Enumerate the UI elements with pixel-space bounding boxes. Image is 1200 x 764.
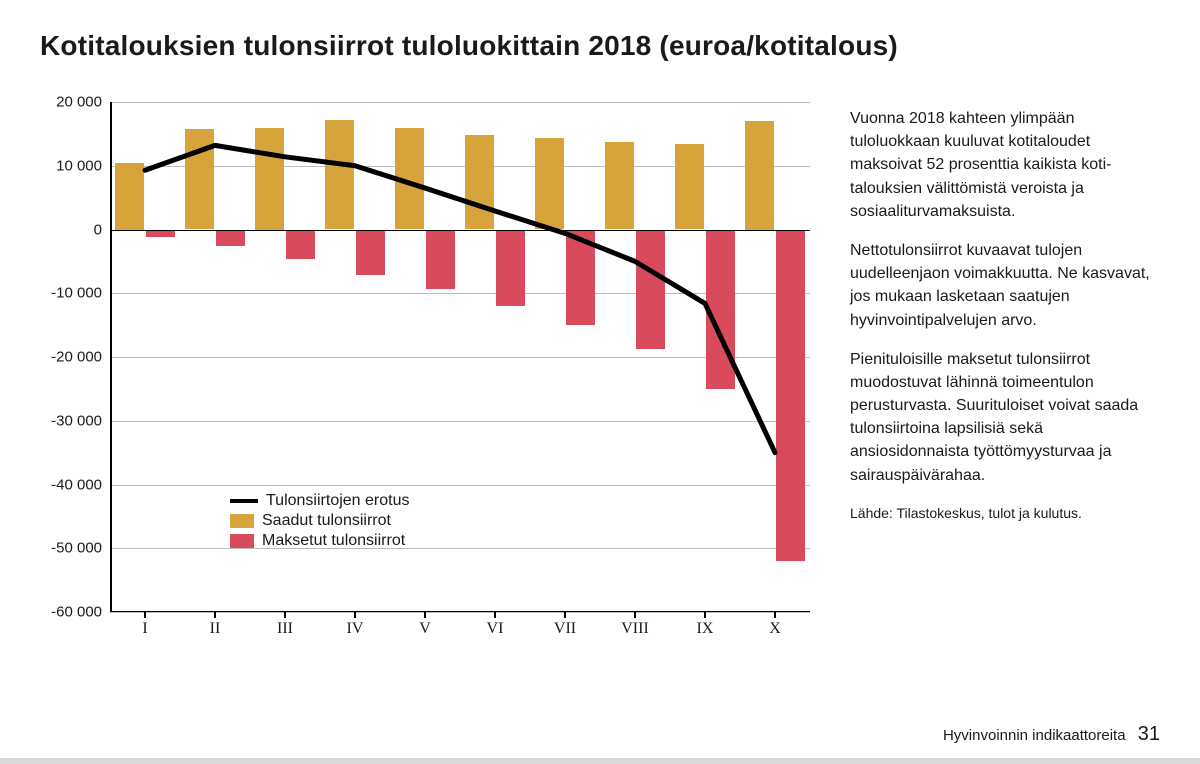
legend-label: Maksetut tulonsiirrot xyxy=(262,532,405,550)
y-tick-label: 20 000 xyxy=(56,94,110,111)
y-tick-label: -40 000 xyxy=(51,476,110,493)
y-tick-label: -10 000 xyxy=(51,285,110,302)
y-tick-label: -60 000 xyxy=(51,604,110,621)
x-tick-mark xyxy=(564,612,566,618)
y-tick-label: 10 000 xyxy=(56,157,110,174)
difference-line xyxy=(145,145,775,452)
legend-swatch-received xyxy=(230,514,254,528)
y-tick-label: -20 000 xyxy=(51,349,110,366)
sidebar-paragraph-3: Pienituloisille maksetut tulonsiirrot mu… xyxy=(850,348,1160,487)
y-tick-label: 0 xyxy=(94,221,110,238)
plot-area: -60 000-50 000-40 000-30 000-20 000-10 0… xyxy=(110,102,810,612)
x-tick-mark xyxy=(494,612,496,618)
legend-row-paid: Maksetut tulonsiirrot xyxy=(230,532,409,550)
y-tick-label: -30 000 xyxy=(51,412,110,429)
sidebar-text: Vuonna 2018 kahteen ylimpään tuloluokkaa… xyxy=(850,102,1160,662)
footer-divider xyxy=(0,758,1200,764)
x-tick-mark xyxy=(634,612,636,618)
x-tick-mark xyxy=(144,612,146,618)
legend-swatch-paid xyxy=(230,534,254,548)
x-tick-mark xyxy=(214,612,216,618)
x-tick-mark xyxy=(284,612,286,618)
legend: Tulonsiirtojen erotus Saadut tulonsiirrot… xyxy=(230,492,409,552)
legend-line-swatch xyxy=(230,499,258,503)
footer-text: Hyvinvoinnin indikaattoreita xyxy=(943,727,1126,744)
legend-row-line: Tulonsiirtojen erotus xyxy=(230,492,409,510)
content-row: -60 000 -50 000 -40 000 -30 000 -20 000 -10 0… xyxy=(40,102,1160,662)
legend-label: Saadut tulonsiirrot xyxy=(262,512,391,530)
page-number: 31 xyxy=(1138,723,1160,745)
x-tick-mark xyxy=(424,612,426,618)
sidebar-paragraph-2: Nettotulonsiirrot kuvaavat tulojen uudel… xyxy=(850,239,1160,332)
y-tick-label: -50 000 xyxy=(51,540,110,557)
x-tick-mark xyxy=(354,612,356,618)
legend-label: Tulonsiirtojen erotus xyxy=(266,492,409,510)
x-tick-mark xyxy=(774,612,776,618)
legend-row-received: Saadut tulonsiirrot xyxy=(230,512,409,530)
page-title: Kotitalouksien tulonsiirrot tuloluokitta… xyxy=(40,30,1160,62)
sidebar-source: Lähde: Tilastokeskus, tulot ja kulutus. xyxy=(850,503,1160,523)
line-overlay xyxy=(110,102,810,612)
x-tick-mark xyxy=(704,612,706,618)
page-footer: Hyvinvoinnin indikaattoreita 31 xyxy=(943,723,1160,746)
chart: -60 000 -50 000 -40 000 -30 000 -20 000 -10 0… xyxy=(40,102,820,662)
sidebar-paragraph-1: Vuonna 2018 kahteen ylimpään tuloluokkaa… xyxy=(850,107,1160,223)
page: Kotitalouksien tulonsiirrot tuloluokitta… xyxy=(0,0,1200,764)
